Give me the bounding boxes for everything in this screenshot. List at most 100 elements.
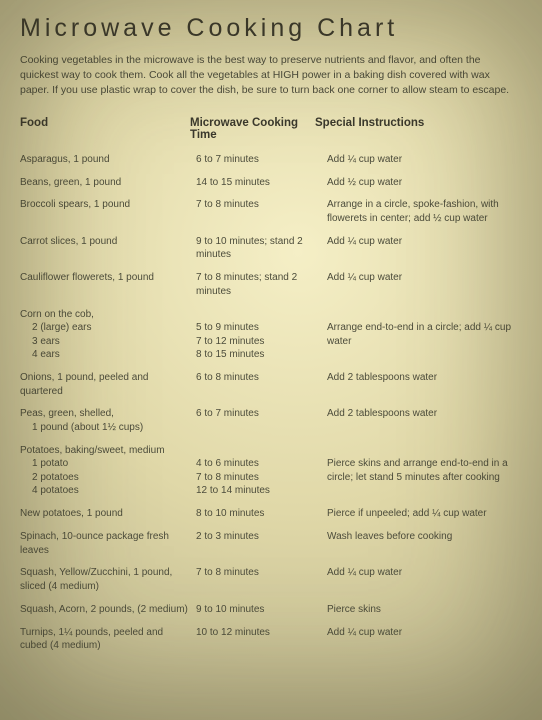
food-cell: Corn on the cob,2 (large) ears3 ears4 ea… [20, 308, 196, 362]
instructions-text: Add ¼ cup water [327, 272, 402, 283]
time-sub: 8 to 15 minutes [196, 348, 321, 362]
time-cell: 5 to 9 minutes7 to 12 minutes8 to 15 min… [196, 308, 327, 362]
time-cell: 8 to 10 minutes [196, 507, 327, 521]
instructions-cell: Add ¼ cup water [327, 626, 522, 653]
instructions-text: Pierce skins and arrange end-to-end in a… [327, 458, 508, 483]
food-text: Peas, green, shelled, [20, 408, 114, 419]
time-cell: 14 to 15 minutes [196, 176, 327, 190]
instructions-cell: Wash leaves before cooking [327, 530, 522, 557]
food-cell: Squash, Yellow/Zucchini, 1 pound, sliced… [20, 566, 196, 593]
food-text: Squash, Yellow/Zucchini, 1 pound, sliced… [20, 567, 172, 592]
food-sub: 1 potato [20, 457, 190, 471]
time-text: 2 to 3 minutes [196, 531, 259, 542]
time-sub: 12 to 14 minutes [196, 484, 321, 498]
food-cell: Carrot slices, 1 pound [20, 235, 196, 262]
table-row: Asparagus, 1 pound 6 to 7 minutes Add ¼ cu… [20, 153, 522, 167]
table-row: Broccoli spears, 1 pound7 to 8 minutes Ar… [20, 198, 522, 225]
header-time: Microwave Cooking Time [190, 117, 315, 141]
food-sub: 1 pound (about 1½ cups) [20, 421, 190, 435]
time-text: 6 to 7 minutes [196, 154, 259, 165]
time-blank [196, 444, 321, 458]
food-cell: Cauliflower flowerets, 1 pound [20, 271, 196, 298]
instructions-text: Add ¼ cup water [327, 154, 402, 165]
time-cell: 6 to 8 minutes [196, 371, 327, 398]
food-sub: 3 ears [20, 335, 190, 349]
instructions-text: Pierce skins [327, 604, 381, 615]
instr-blank [327, 308, 518, 322]
instructions-cell: Add ¼ cup water [327, 235, 522, 262]
time-text: 7 to 8 minutes; stand 2 minutes [196, 272, 297, 297]
table-row: Carrot slices, 1 pound 9 to 10 minutes; s… [20, 235, 522, 262]
time-text: 7 to 8 minutes [196, 567, 259, 578]
time-blank [196, 308, 321, 322]
table-row: Squash, Acorn, 2 pounds, (2 medium)9 to … [20, 603, 522, 617]
food-text: Asparagus, 1 pound [20, 154, 110, 165]
time-text: 7 to 8 minutes [196, 199, 259, 210]
time-text: 6 to 8 minutes [196, 372, 259, 383]
instructions-cell: Arrange end-to-end in a circle; add ¼ cu… [327, 308, 522, 362]
instructions-text: Pierce if unpeeled; add ¼ cup water [327, 508, 487, 519]
food-text: New potatoes, 1 pound [20, 508, 123, 519]
time-cell: 7 to 8 minutes [196, 566, 327, 593]
instructions-cell: Pierce skins [327, 603, 522, 617]
food-cell: New potatoes, 1 pound [20, 507, 196, 521]
table-row: Squash, Yellow/Zucchini, 1 pound, sliced… [20, 566, 522, 593]
food-text: Carrot slices, 1 pound [20, 236, 117, 247]
time-sub: 4 to 6 minutes [196, 457, 321, 471]
food-cell: Potatoes, baking/sweet, medium1 potato2 … [20, 444, 196, 498]
food-cell: Asparagus, 1 pound [20, 153, 196, 167]
food-cell: Spinach, 10-ounce package fresh leaves [20, 530, 196, 557]
header-food: Food [20, 117, 190, 141]
food-cell: Beans, green, 1 pound [20, 176, 196, 190]
food-text: Spinach, 10-ounce package fresh leaves [20, 531, 169, 556]
instructions-text: Wash leaves before cooking [327, 531, 452, 542]
instructions-cell: Pierce if unpeeled; add ¼ cup water [327, 507, 522, 521]
time-text: 10 to 12 minutes [196, 627, 270, 638]
instructions-text: Arrange end-to-end in a circle; add ¼ cu… [327, 322, 511, 347]
food-cell: Peas, green, shelled, 1 pound (about 1½ c… [20, 407, 196, 434]
instructions-cell: Add 2 tablespoons water [327, 371, 522, 398]
food-sub: 2 potatoes [20, 471, 190, 485]
instructions-text: Add ¼ cup water [327, 567, 402, 578]
page-title: Microwave Cooking Chart [20, 14, 522, 43]
instr-blank [327, 444, 518, 458]
table-body: Asparagus, 1 pound 6 to 7 minutes Add ¼ cu… [20, 153, 522, 653]
time-text: 9 to 10 minutes; stand 2 minutes [196, 236, 303, 261]
food-sub: 4 potatoes [20, 484, 190, 498]
time-cell: 6 to 7 minutes [196, 153, 327, 167]
table-row: Peas, green, shelled, 1 pound (about 1½ c… [20, 407, 522, 434]
instructions-text: Add 2 tablespoons water [327, 408, 437, 419]
food-cell: Onions, 1 pound, peeled and quartered [20, 371, 196, 398]
table-row: Spinach, 10-ounce package fresh leaves 2 … [20, 530, 522, 557]
time-cell: 9 to 10 minutes; stand 2 minutes [196, 235, 327, 262]
time-text: 8 to 10 minutes [196, 508, 264, 519]
header-instructions: Special Instructions [315, 117, 522, 141]
time-sub: 5 to 9 minutes [196, 321, 321, 335]
table-row: New potatoes, 1 pound 8 to 10 minutes Pier… [20, 507, 522, 521]
table-header: Food Microwave Cooking Time Special Inst… [20, 117, 522, 141]
food-text: Potatoes, baking/sweet, medium [20, 445, 165, 456]
time-text: 6 to 7 minutes [196, 408, 259, 419]
time-cell: 2 to 3 minutes [196, 530, 327, 557]
food-text: Cauliflower flowerets, 1 pound [20, 272, 154, 283]
time-cell: 6 to 7 minutes [196, 407, 327, 434]
food-text: Corn on the cob, [20, 309, 94, 320]
instructions-cell: Add 2 tablespoons water [327, 407, 522, 434]
food-cell: Broccoli spears, 1 pound [20, 198, 196, 225]
table-row: Onions, 1 pound, peeled and quartered6 t… [20, 371, 522, 398]
time-cell: 10 to 12 minutes [196, 626, 327, 653]
instructions-text: Add ½ cup water [327, 177, 402, 188]
food-text: Beans, green, 1 pound [20, 177, 121, 188]
time-cell: 9 to 10 minutes [196, 603, 327, 617]
time-sub: 7 to 8 minutes [196, 471, 321, 485]
table-row: Potatoes, baking/sweet, medium1 potato2 … [20, 444, 522, 498]
time-cell: 4 to 6 minutes7 to 8 minutes12 to 14 min… [196, 444, 327, 498]
instructions-cell: Add ¼ cup water [327, 271, 522, 298]
instructions-cell: Add ¼ cup water [327, 153, 522, 167]
table-row: Cauliflower flowerets, 1 pound 7 to 8 min… [20, 271, 522, 298]
instructions-text: Arrange in a circle, spoke-fashion, with… [327, 199, 499, 224]
instructions-text: Add ¼ cup water [327, 627, 402, 638]
time-sub: 7 to 12 minutes [196, 335, 321, 349]
food-text: Turnips, 1¼ pounds, peeled and cubed (4 … [20, 627, 163, 652]
table-row: Corn on the cob,2 (large) ears3 ears4 ea… [20, 308, 522, 362]
